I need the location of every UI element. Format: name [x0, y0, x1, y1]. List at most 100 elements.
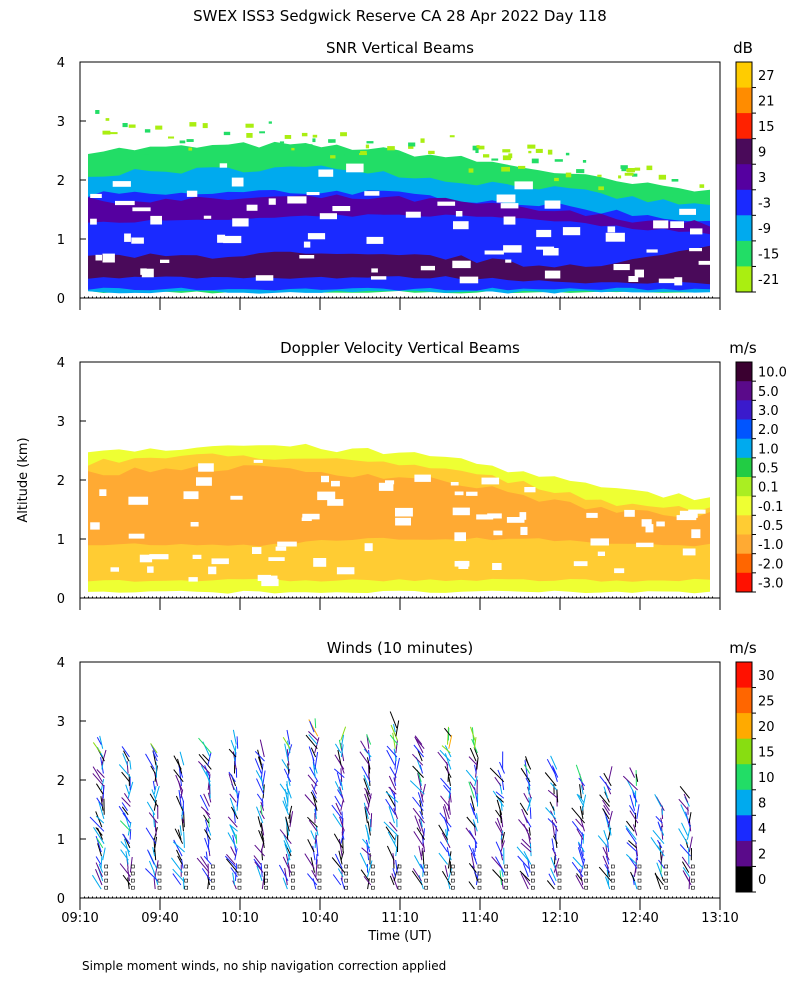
wind-barb [448, 776, 451, 786]
y-tick-label: 2 [57, 774, 65, 789]
wind-barb [230, 846, 237, 857]
wind-barb [683, 793, 689, 803]
noise-patch [547, 149, 553, 155]
data-gap [452, 260, 471, 269]
wind-barb [196, 857, 210, 873]
wind-barb [470, 726, 476, 741]
wind-barb [152, 780, 156, 791]
wind-barb [551, 838, 555, 853]
wind-marker [157, 871, 162, 876]
wind-barb [153, 785, 157, 795]
wind-barb [500, 840, 505, 853]
noise-patch [344, 153, 350, 157]
wind-marker [424, 871, 429, 876]
wind-barb [125, 784, 130, 795]
wind-marker [370, 871, 375, 876]
data-gap [128, 533, 145, 539]
colorbar-swatch [736, 419, 752, 440]
wind-barb [145, 868, 159, 882]
noise-patch [102, 130, 111, 135]
wind-barb [550, 868, 557, 882]
wind-barb [122, 874, 131, 886]
wind-barb [468, 881, 475, 890]
data-gap [331, 480, 340, 487]
wind-barb [605, 876, 611, 890]
wind-barb [331, 804, 343, 820]
wind-barb [445, 829, 449, 844]
wind-barb [179, 768, 182, 786]
noise-patch [624, 172, 634, 176]
wind-barb [602, 808, 610, 820]
data-gap [150, 215, 162, 225]
wind-barb [227, 832, 237, 849]
wind-barb [363, 802, 369, 820]
wind-barb [419, 789, 424, 803]
wind-barb [313, 781, 318, 791]
wind-barb [528, 827, 531, 836]
wind-barb [307, 839, 315, 853]
wind-barb [575, 764, 583, 782]
wind-barb [181, 817, 184, 832]
wind-marker [450, 871, 455, 876]
wind-barb [551, 847, 557, 857]
wind-marker [690, 878, 695, 883]
wind-barb [633, 793, 638, 803]
x-tick-label: 12:40 [621, 911, 658, 926]
wind-barb [523, 764, 531, 774]
wind-barb [127, 822, 132, 836]
wind-barb [629, 857, 638, 869]
colorbar-swatch [736, 815, 752, 842]
wind-barb [177, 855, 183, 865]
wind-barb [654, 794, 662, 807]
wind-marker [184, 871, 188, 876]
noise-patch [143, 154, 150, 158]
colorbar-label: -3.0 [758, 576, 783, 591]
wind-barb [392, 868, 397, 877]
data-gap [95, 254, 102, 261]
colorbar-swatch [736, 866, 752, 893]
noise-patch [179, 140, 186, 144]
wind-barb [310, 791, 318, 803]
wind-marker [290, 885, 295, 890]
wind-barb [553, 857, 560, 873]
wind-barb [257, 749, 263, 766]
wind-barb [282, 877, 288, 890]
wind-barb [548, 873, 556, 886]
wind-barb [361, 847, 372, 857]
data-gap [217, 234, 226, 243]
panel-winds: Winds (10 minutes) m/s 0 1 2 3 4 09:10 09:40 10… [57, 639, 775, 926]
noise-patch [120, 158, 129, 163]
wind-barb [232, 729, 237, 745]
wind-barb [152, 751, 158, 762]
noise-patch [646, 165, 653, 171]
wind-barb [205, 851, 208, 861]
wind-barb [495, 791, 505, 799]
wind-barb [388, 786, 397, 795]
wind-barb [629, 767, 636, 778]
wind-barb [314, 834, 318, 844]
wind-barb [597, 835, 609, 849]
data-gap [454, 532, 466, 542]
wind-barb [254, 750, 265, 762]
wind-barb [476, 757, 479, 770]
wind-barb [412, 796, 424, 812]
wind-barb [170, 857, 183, 873]
wind-barb [96, 797, 103, 807]
wind-barb [127, 877, 130, 890]
colorbar-swatch [736, 496, 752, 516]
data-gap [327, 499, 344, 506]
wind-barb [234, 752, 237, 766]
wind-barb [626, 842, 638, 853]
wind-barb [494, 821, 504, 836]
wind-barb [259, 739, 265, 758]
x-axis-label: Time (UT) [367, 929, 432, 944]
noise-patch [155, 125, 163, 130]
data-gap [674, 277, 683, 286]
wind-barb [602, 799, 610, 811]
data-gap [385, 480, 395, 485]
wind-barb [440, 777, 452, 791]
wind-barb [311, 869, 319, 882]
wind-barb [286, 749, 290, 766]
wind-barb [678, 798, 689, 812]
wind-barb [635, 857, 637, 873]
